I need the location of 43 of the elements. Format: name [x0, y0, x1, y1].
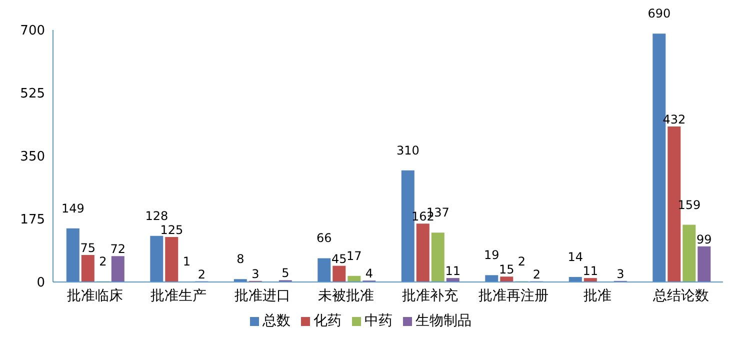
y-tick-label: 350 — [20, 150, 45, 165]
data-label: 125 — [160, 223, 184, 237]
y-tick-label: 0 — [36, 276, 45, 291]
data-label: 14 — [568, 250, 584, 264]
data-label: 75 — [80, 241, 96, 255]
data-label: 19 — [484, 248, 500, 262]
data-label: 3 — [616, 266, 624, 281]
data-label: 3 — [252, 266, 260, 281]
x-tick-label: 批准临床 — [66, 288, 123, 304]
data-label: 72 — [110, 242, 126, 256]
data-label: 99 — [696, 232, 712, 246]
x-tick-label: 批准进口 — [234, 288, 290, 304]
x-tick-label: 总结论数 — [652, 288, 710, 304]
legend-label: 总数 — [262, 313, 290, 329]
x-tick-label: 批准生产 — [150, 288, 207, 304]
y-tick-label: 525 — [20, 86, 45, 102]
data-label: 2 — [198, 267, 206, 282]
legend-label: 中药 — [364, 313, 392, 329]
x-tick-label: 批准再注册 — [478, 288, 549, 304]
data-label: 11 — [582, 264, 598, 278]
x-tick-label: 批准 — [583, 288, 612, 304]
data-label: 149 — [61, 201, 84, 216]
x-tick-label: 未被批准 — [318, 288, 374, 304]
data-label: 310 — [396, 143, 420, 158]
data-label: 128 — [145, 208, 168, 223]
data-label: 2 — [99, 254, 107, 268]
data-label: 1 — [182, 254, 190, 269]
y-tick-label: 700 — [20, 24, 45, 39]
legend-label: 化药 — [314, 313, 342, 329]
data-label: 17 — [346, 248, 362, 263]
data-label: 15 — [499, 262, 514, 277]
legend-label: 生物制品 — [416, 313, 472, 329]
data-label: 5 — [282, 266, 290, 280]
x-tick-label: 批准补充 — [402, 288, 458, 304]
data-label: 45 — [332, 252, 347, 266]
y-tick-label: 175 — [20, 212, 45, 228]
data-label: 690 — [648, 6, 671, 21]
data-label: 2 — [532, 267, 540, 282]
data-label: 11 — [445, 264, 461, 278]
data-label: 2 — [518, 254, 526, 268]
data-label: 4 — [365, 266, 373, 281]
data-label: 66 — [316, 231, 332, 246]
data-label: 8 — [236, 252, 244, 266]
